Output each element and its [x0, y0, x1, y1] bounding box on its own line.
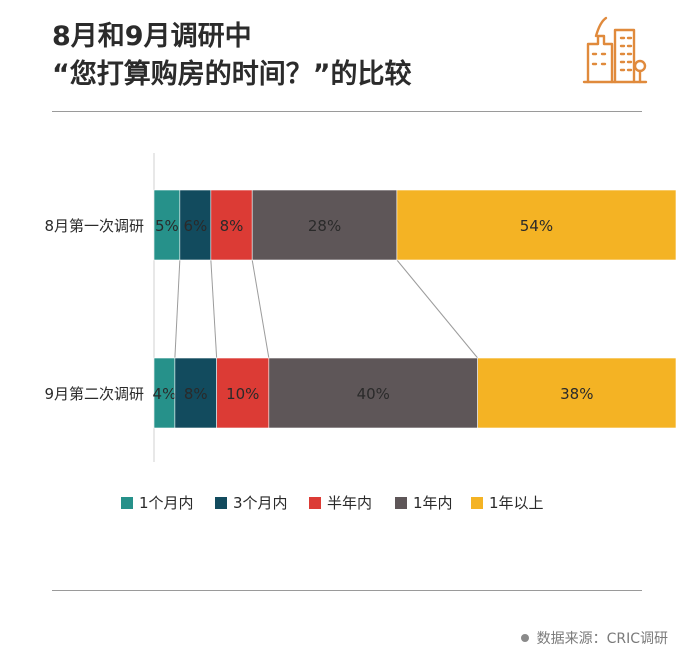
bullet-dot-icon — [520, 634, 529, 642]
legend-label: 1个月内 — [139, 494, 194, 512]
legend-swatch — [215, 497, 227, 509]
legend-swatch — [471, 497, 483, 509]
data-label: 10% — [226, 385, 259, 403]
bar-segment — [210, 189, 253, 261]
series-connector-line — [251, 259, 270, 359]
title-line-2: “您打算购房的时间？”的比较 — [52, 59, 412, 90]
bar-segment — [268, 357, 478, 429]
legend-label: 1年内 — [413, 494, 453, 512]
legend-swatch — [395, 497, 407, 509]
legend-label: 半年内 — [327, 494, 372, 512]
city-buildings-icon — [582, 16, 648, 84]
top-divider — [52, 111, 642, 112]
series-connector-line — [174, 259, 181, 359]
data-label: 38% — [560, 385, 593, 403]
legend-swatch — [309, 497, 321, 509]
chart-title: 8月和9月调研中 “您打算购房的时间？”的比较 — [52, 18, 412, 94]
bar-segment — [396, 189, 677, 261]
category-label: 8月第一次调研 — [44, 217, 144, 235]
source-note: 数据来源：CRIC调研 — [520, 628, 668, 648]
source-text: 数据来源：CRIC调研 — [536, 631, 668, 647]
stacked-bar-chart: 5% 6% 8% 28% 54% 8月第一次调研 4% 8% 10% 40% 38% 9月第二次调研 1… — [44, 153, 677, 512]
data-label: 28% — [308, 217, 341, 235]
legend-swatch — [121, 497, 133, 509]
series-connector-line — [396, 259, 479, 359]
bar-segment — [179, 189, 212, 261]
data-label: 5% — [155, 217, 179, 235]
category-label: 9月第二次调研 — [44, 385, 144, 403]
bar-segment — [153, 189, 181, 261]
bar-segment — [251, 189, 398, 261]
legend-label: 3个月内 — [233, 494, 288, 512]
data-label: 8% — [220, 217, 244, 235]
data-label: 6% — [183, 217, 207, 235]
legend-label: 1年以上 — [489, 494, 544, 512]
bottom-divider — [52, 590, 642, 591]
series-connector-line — [210, 259, 218, 359]
data-label: 54% — [520, 217, 553, 235]
data-label: 4% — [153, 385, 177, 403]
data-label: 40% — [357, 385, 390, 403]
bar-segment — [174, 357, 217, 429]
data-label: 8% — [184, 385, 208, 403]
title-line-1: 8月和9月调研中 — [52, 21, 252, 52]
bar-segment — [477, 357, 677, 429]
